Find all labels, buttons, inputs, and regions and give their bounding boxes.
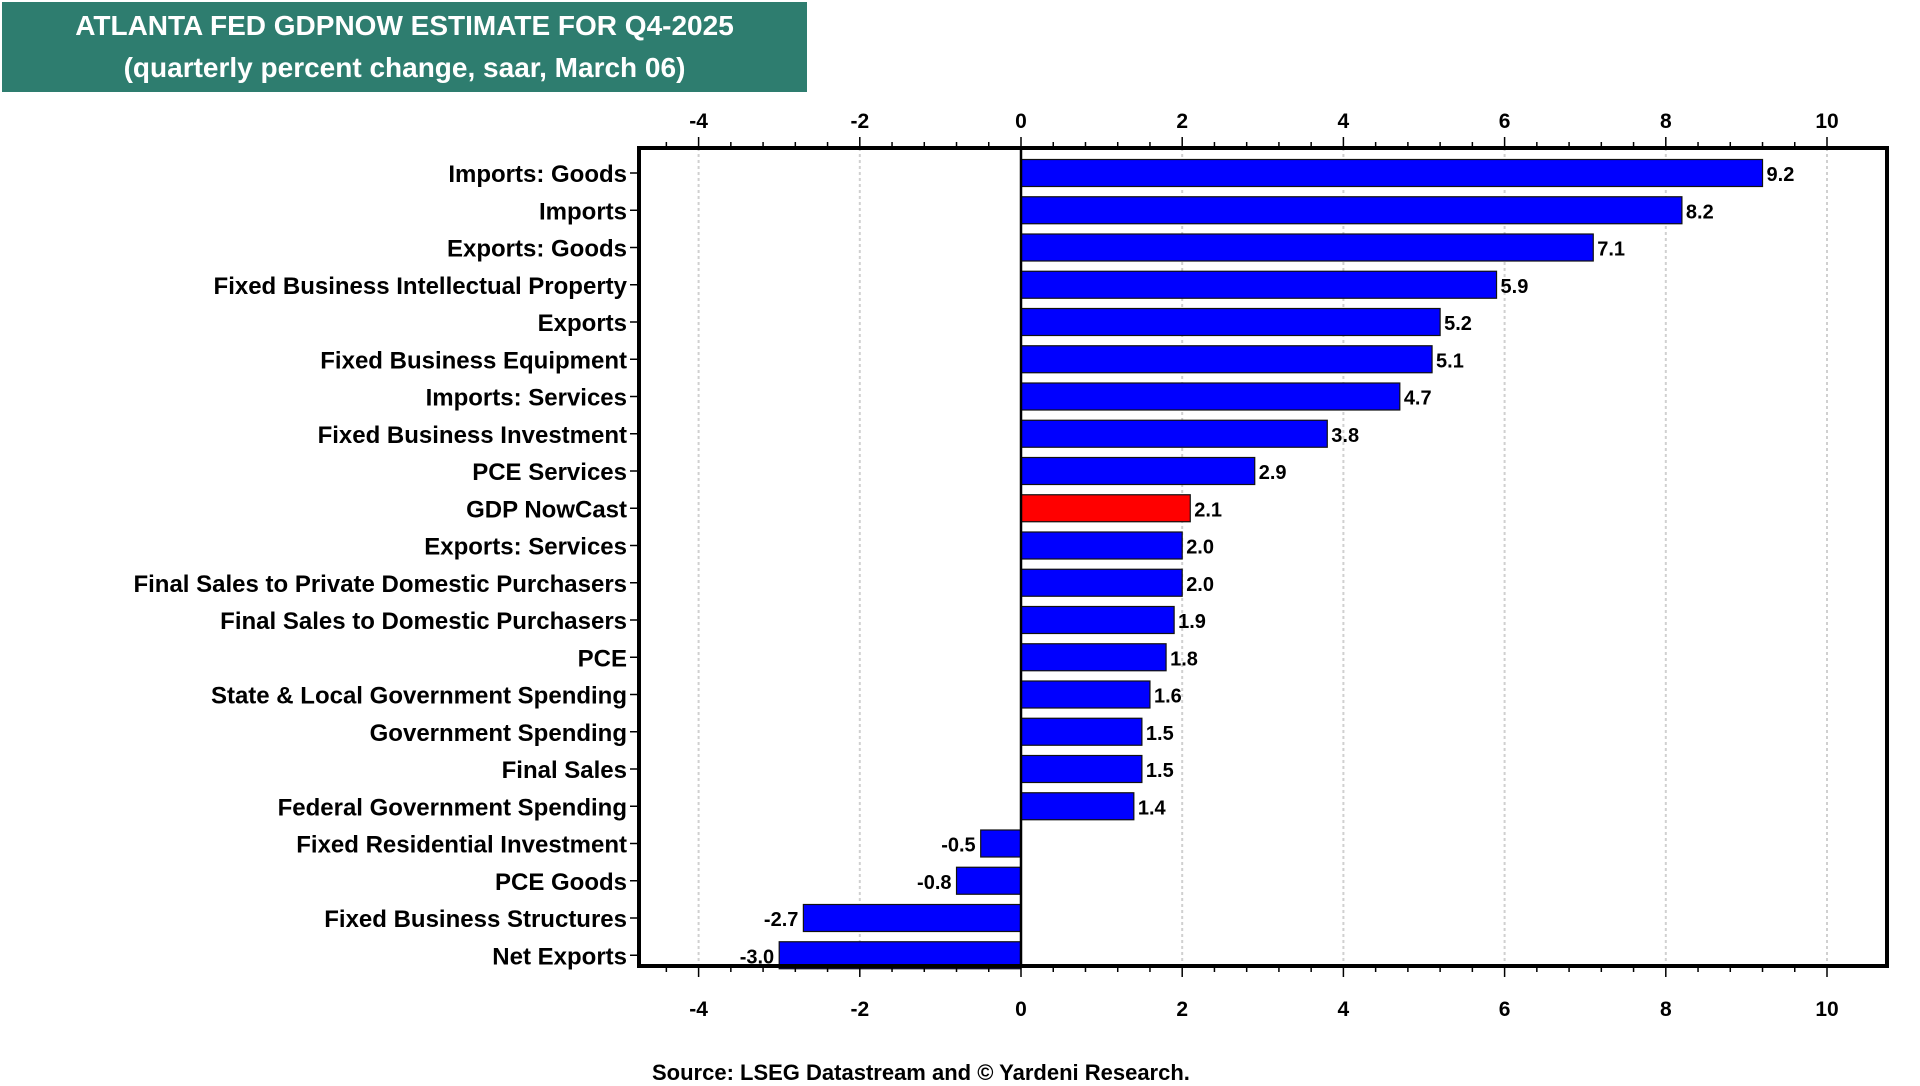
bar-value-label: 8.2 <box>1686 201 1714 223</box>
bar-value-label: 3.8 <box>1331 425 1359 447</box>
category-label: Fixed Business Equipment <box>320 347 627 374</box>
bar-value-label: 2.9 <box>1259 462 1287 484</box>
x-tick-label-top: 4 <box>1338 110 1350 133</box>
bar <box>1020 568 1183 597</box>
bar-value-label: 2.1 <box>1194 499 1222 521</box>
bar-value-label: 1.5 <box>1146 723 1174 745</box>
bar <box>1020 792 1135 821</box>
x-tick-label-bottom: 4 <box>1338 998 1350 1021</box>
bar-value-label: -3.0 <box>740 946 774 968</box>
category-label: Imports <box>539 198 627 225</box>
bar <box>1020 754 1143 784</box>
bar <box>1020 717 1143 746</box>
x-tick-label-top: 10 <box>1815 110 1838 133</box>
plot-frame <box>637 146 1889 968</box>
category-label: Final Sales <box>502 757 627 784</box>
bar-value-label: 2.0 <box>1186 574 1214 596</box>
bar-value-label: 5.2 <box>1444 313 1472 335</box>
bar <box>1020 233 1594 262</box>
bar <box>1020 158 1764 188</box>
x-tick-label-bottom: -4 <box>689 998 708 1021</box>
category-label: Final Sales to Domestic Purchasers <box>220 608 627 635</box>
axes <box>630 137 1889 977</box>
bar <box>1020 419 1328 448</box>
x-tick-label-bottom: 8 <box>1660 998 1672 1021</box>
bar <box>1020 531 1183 560</box>
category-label: Imports: Services <box>426 385 627 412</box>
category-label: Fixed Residential Investment <box>296 832 627 859</box>
chart-subtitle: (quarterly percent change, saar, March 0… <box>123 52 686 83</box>
bar <box>1020 382 1401 411</box>
x-tick-label-top: 2 <box>1176 110 1188 133</box>
category-label: Government Spending <box>370 720 627 747</box>
x-tick-label-top: 0 <box>1015 110 1027 133</box>
bar-value-label: -0.8 <box>917 872 951 894</box>
category-label: Fixed Business Intellectual Property <box>214 273 628 300</box>
bar <box>1020 196 1683 225</box>
category-label: Imports: Goods <box>448 161 627 188</box>
x-tick-label-bottom: 10 <box>1815 998 1838 1021</box>
chart-title: ATLANTA FED GDPNOW ESTIMATE FOR Q4-2025 <box>75 10 734 41</box>
x-tick-label-top: 8 <box>1660 110 1672 133</box>
x-tick-label-bottom: 6 <box>1499 998 1511 1021</box>
bar-value-label: 1.4 <box>1138 797 1167 819</box>
bar-value-label: 5.9 <box>1501 276 1529 298</box>
category-label: GDP NowCast <box>466 496 627 523</box>
bar-highlight <box>1020 494 1191 523</box>
category-label: PCE Goods <box>495 869 627 896</box>
bar-value-label: -0.5 <box>941 835 975 857</box>
bar-value-label: 7.1 <box>1597 239 1625 261</box>
category-label: Exports <box>538 310 627 337</box>
x-tick-label-top: -4 <box>689 110 708 133</box>
bar-value-label: 4.7 <box>1404 388 1432 410</box>
category-label: State & Local Government Spending <box>211 683 627 710</box>
bar-value-label: 1.8 <box>1170 648 1198 670</box>
bar <box>1020 680 1151 709</box>
x-tick-label-top: -2 <box>850 110 869 133</box>
source-note: Source: LSEG Datastream and © Yardeni Re… <box>652 1060 1190 1085</box>
bar-value-label: 1.9 <box>1178 611 1206 633</box>
bar-value-label: 5.1 <box>1436 350 1464 372</box>
bar <box>1020 605 1175 635</box>
category-label: Fixed Business Structures <box>324 906 627 933</box>
bars <box>778 158 1764 970</box>
x-tick-label-bottom: -2 <box>850 998 869 1021</box>
bar-value-label: 1.6 <box>1154 686 1182 708</box>
chart-title-box: ATLANTA FED GDPNOW ESTIMATE FOR Q4-2025 … <box>2 2 807 92</box>
bar <box>1020 643 1167 672</box>
bar-value-label: 2.0 <box>1186 537 1214 559</box>
bar <box>1020 456 1256 486</box>
bar <box>802 903 1022 933</box>
bar <box>1020 307 1441 337</box>
x-tick-label-top: 6 <box>1499 110 1511 133</box>
category-label: Exports: Goods <box>447 236 627 263</box>
x-tick-label-bottom: 0 <box>1015 998 1027 1021</box>
category-label: PCE Services <box>472 459 627 486</box>
labels: 9.2 Imports: Goods 8.2 Imports 7.1 Exports: G… <box>133 110 1838 1021</box>
category-label: Federal Government Spending <box>278 794 627 821</box>
bar-value-label: 9.2 <box>1767 164 1795 186</box>
bar-value-label: 1.5 <box>1146 760 1174 782</box>
category-label: PCE <box>578 645 627 672</box>
category-label: Fixed Business Investment <box>318 422 627 449</box>
x-tick-label-bottom: 2 <box>1176 998 1188 1021</box>
category-label: Exports: Services <box>424 534 627 561</box>
category-label: Net Exports <box>492 943 627 970</box>
bar <box>980 829 1022 858</box>
category-label: Final Sales to Private Domestic Purchase… <box>133 571 627 598</box>
bar <box>1020 345 1433 374</box>
bar <box>1020 270 1498 299</box>
bar-value-label: -2.7 <box>764 909 798 931</box>
bar <box>955 866 1022 895</box>
